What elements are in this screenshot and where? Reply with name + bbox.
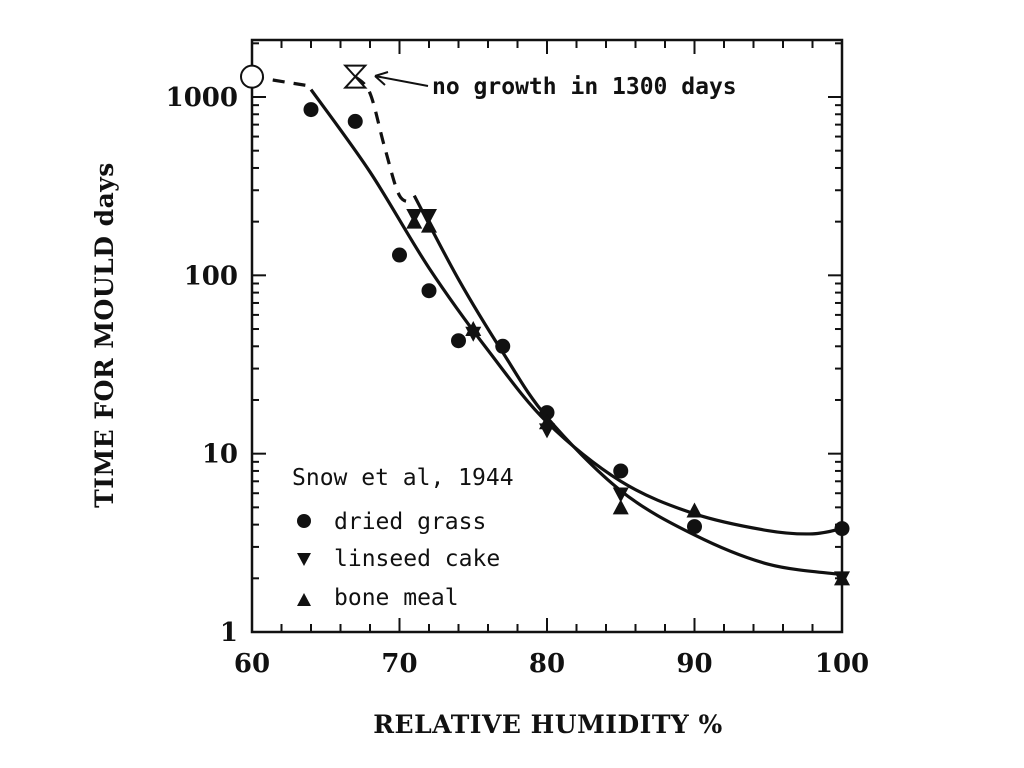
point-bone-meal (465, 321, 482, 337)
point-dried-grass (495, 338, 511, 354)
point-dried-grass (303, 102, 319, 118)
point-dried-grass (613, 463, 629, 479)
point-linseed-cake (612, 487, 629, 503)
point-no-growth-hourglass (342, 64, 368, 89)
point-bone-meal (406, 213, 423, 229)
x-tick-label: 80 (529, 649, 565, 679)
fit-curve-3 (354, 75, 415, 204)
fit-curve-1 (412, 194, 843, 577)
point-bone-meal (834, 570, 850, 586)
x-tick-label: 60 (234, 649, 270, 679)
point-bone-meal (539, 414, 555, 430)
y-tick-label: 1 (220, 618, 238, 648)
point-bone-meal (421, 217, 437, 233)
point-dried-grass (834, 521, 850, 537)
point-dried-grass (539, 405, 555, 421)
y-axis-title: TIME FOR MOULD days (90, 162, 119, 508)
annotation: no growth in 1300 days (374, 71, 737, 100)
annotation-arrow (374, 75, 429, 87)
data-markers (240, 64, 850, 587)
annotation-text: no growth in 1300 days (432, 74, 737, 100)
point-bone-meal (686, 502, 703, 518)
legend-title: Snow et al, 1944 (292, 465, 514, 491)
point-dried-grass (687, 519, 702, 535)
x-axis-title: RELATIVE HUMIDITY % (373, 710, 722, 739)
legend-entry-bone-meal: bone meal (334, 585, 459, 611)
legend-triangle-down-icon (297, 553, 311, 566)
y-tick-label: 10 (202, 440, 238, 470)
legend-triangle-up-icon (297, 593, 311, 606)
point-dried-grass (451, 333, 466, 349)
point-bone-meal (612, 499, 629, 515)
point-no-growth-circle (240, 64, 264, 89)
point-dried-grass (421, 283, 437, 299)
point-dried-grass (347, 113, 363, 129)
x-tick-label: 90 (676, 649, 712, 679)
legend-entry-linseed-cake: linseed cake (334, 546, 500, 572)
y-tick-label: 1000 (166, 83, 238, 113)
point-linseed-cake (421, 209, 437, 225)
legend-entry-dried-grass: dried grass (334, 509, 486, 535)
annotation-arrowhead-icon (374, 71, 389, 86)
legend-circle-icon (297, 514, 311, 528)
point-dried-grass (392, 247, 407, 263)
x-tick-label: 100 (815, 649, 869, 679)
axis-ticks (251, 40, 843, 633)
fit-curves (251, 75, 843, 577)
legend: Snow et al, 1944 dried grass linseed cak… (292, 465, 514, 611)
x-tick-label: 70 (381, 649, 417, 679)
y-tick-label: 100 (184, 261, 238, 291)
